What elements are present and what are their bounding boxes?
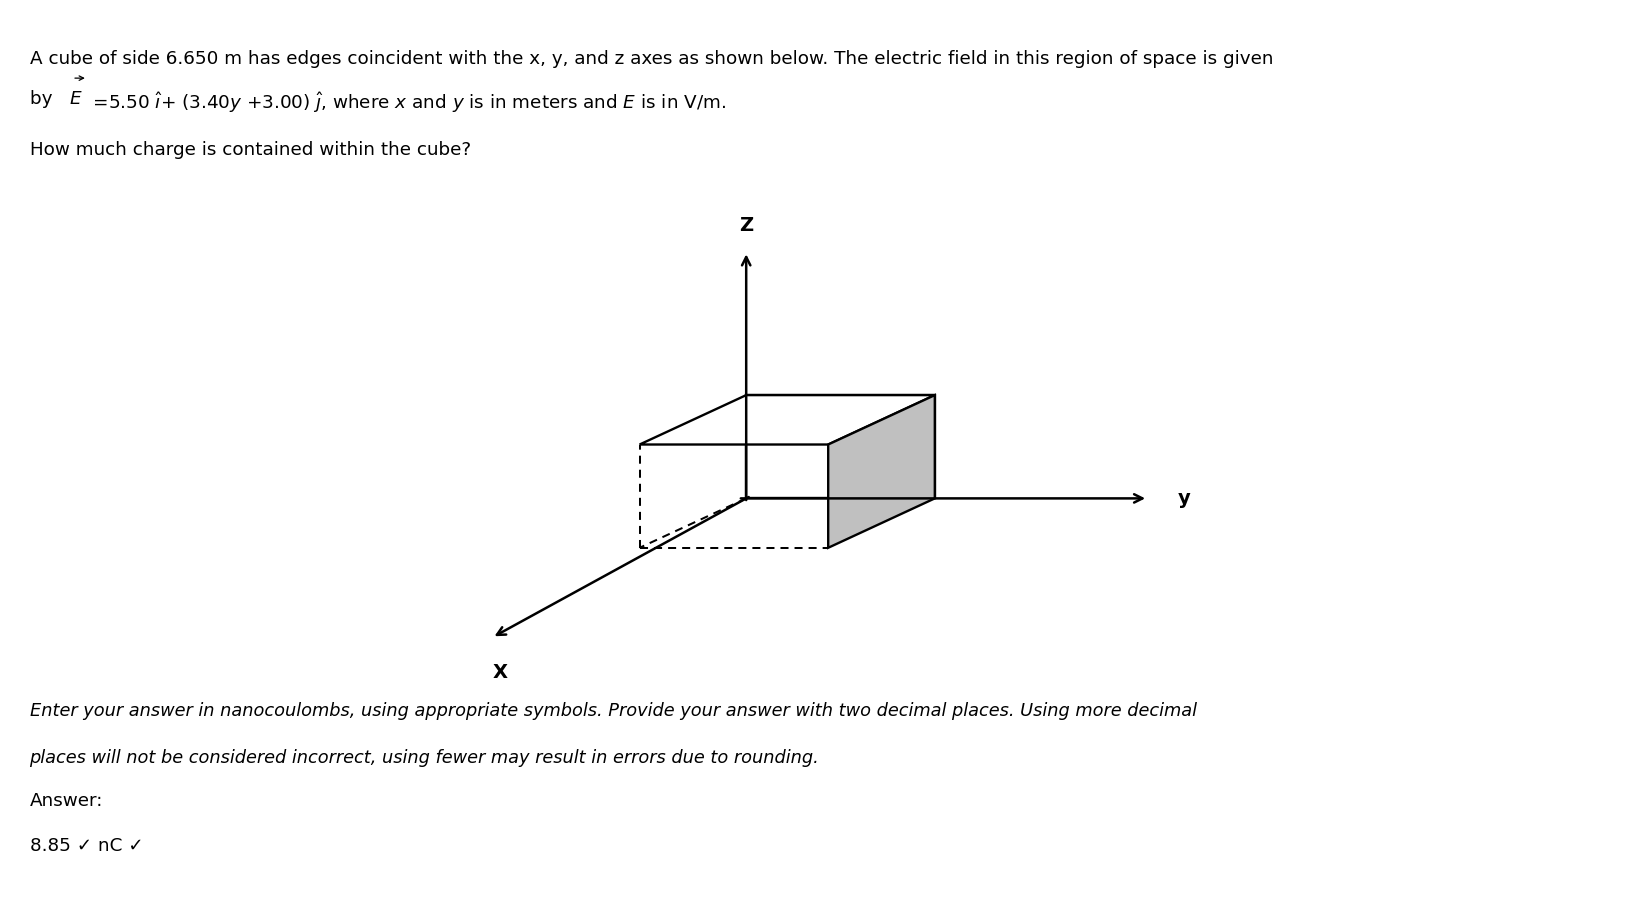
Text: $\it{E}$: $\it{E}$	[69, 90, 82, 108]
Text: Z: Z	[739, 216, 752, 235]
Text: places will not be considered incorrect, using fewer may result in errors due to: places will not be considered incorrect,…	[30, 749, 819, 767]
Text: Enter your answer in nanocoulombs, using appropriate symbols. Provide your answe: Enter your answer in nanocoulombs, using…	[30, 702, 1196, 720]
Text: How much charge is contained within the cube?: How much charge is contained within the …	[30, 141, 470, 159]
Polygon shape	[828, 395, 934, 548]
Text: A cube of side 6.650 m has edges coincident with the x, y, and z axes as shown b: A cube of side 6.650 m has edges coincid…	[30, 50, 1272, 68]
Text: y: y	[1177, 489, 1190, 508]
Text: by: by	[30, 90, 57, 108]
Text: X: X	[492, 663, 508, 682]
Text: Answer:: Answer:	[30, 792, 103, 810]
Text: 8.85 ✓ nC ✓: 8.85 ✓ nC ✓	[30, 837, 143, 855]
Polygon shape	[746, 395, 934, 498]
Polygon shape	[639, 395, 934, 445]
Text: =5.50 $\hat{\imath}$+ (3.40$\it{y}$ +3.00) $\hat{\jmath}$, where $\it{x}$ and $\: =5.50 $\hat{\imath}$+ (3.40$\it{y}$ +3.0…	[87, 90, 726, 115]
